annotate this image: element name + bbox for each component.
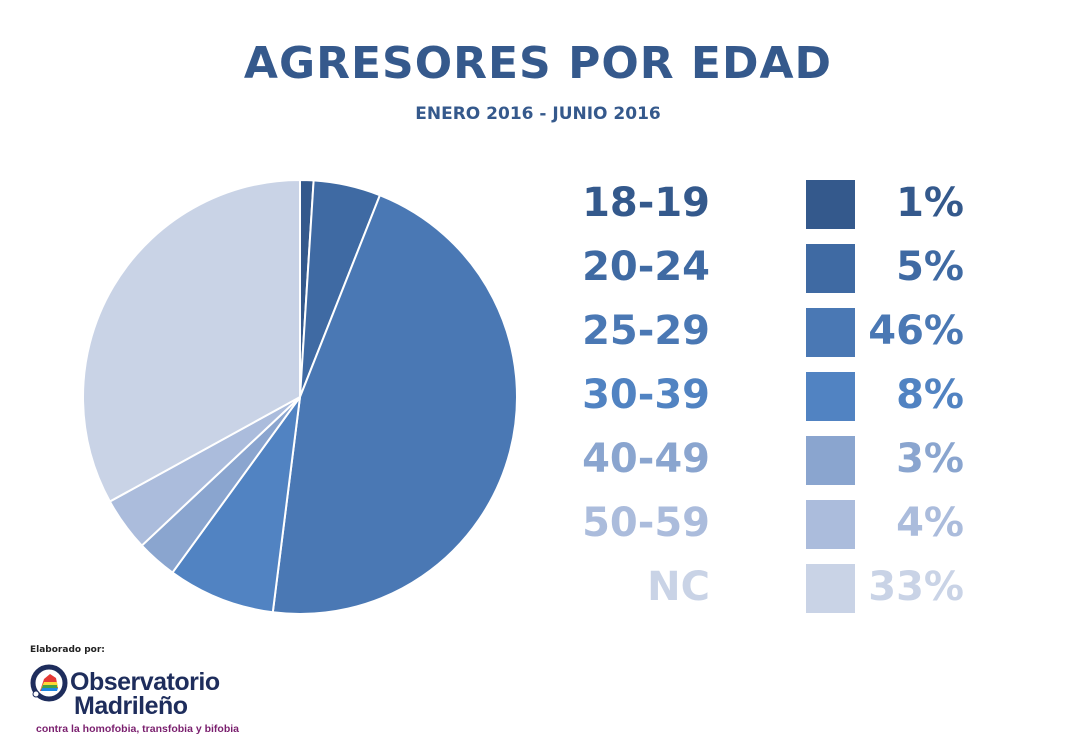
legend-label: 30-39 [582, 372, 710, 418]
legend-label: 50-59 [582, 500, 710, 546]
legend-item-18-19: 18-19 1% [582, 177, 980, 241]
globe-rainbow-icon [30, 664, 68, 702]
legend-value: 8% [896, 372, 964, 418]
chart-title: AGRESORES POR EDAD [243, 38, 833, 89]
legend-label: 40-49 [582, 436, 710, 482]
legend-value: 33% [868, 564, 964, 610]
observatorio-logo: Observatorio Madrileño contra la homofob… [30, 660, 250, 740]
legend-label: 25-29 [582, 308, 710, 354]
legend-value: 4% [896, 500, 964, 546]
legend-swatch [806, 308, 855, 357]
legend-swatch [806, 244, 855, 293]
pie-slice-25-29 [271, 193, 518, 615]
logo-line2: Madrileño [74, 692, 188, 720]
legend-value: 3% [896, 436, 964, 482]
legend-swatch [806, 372, 855, 421]
legend-label: 18-19 [582, 180, 710, 226]
legend-swatch [806, 564, 855, 613]
logo-tagline: contra la homofobia, transfobia y bifobi… [36, 723, 240, 735]
credit-caption: Elaborado por: [30, 645, 105, 655]
legend-item-25-29: 25-29 46% [582, 305, 980, 369]
legend-item-40-49: 40-49 3% [582, 433, 980, 497]
legend-swatch [806, 436, 855, 485]
legend-label: NC [647, 564, 710, 610]
legend-item-50-59: 50-59 4% [582, 497, 980, 561]
legend-item-nc: NC 33% [620, 561, 980, 625]
legend: 18-19 1% 20-24 5% 25-29 46% 30-39 8% 40-49 3% 50-5… [582, 177, 980, 625]
legend-item-30-39: 30-39 8% [582, 369, 980, 433]
legend-item-20-24: 20-24 5% [582, 241, 980, 305]
legend-value: 5% [896, 244, 964, 290]
legend-label: 20-24 [582, 244, 710, 290]
pie-slice-30-39 [171, 396, 301, 614]
chart-subtitle: ENERO 2016 - JUNIO 2016 [415, 104, 661, 124]
pie-slice-nc [81, 178, 301, 503]
logo-line1: Observatorio [70, 668, 220, 696]
legend-swatch [806, 180, 855, 229]
legend-value: 46% [868, 308, 964, 354]
legend-swatch [806, 500, 855, 549]
legend-value: 1% [896, 180, 964, 226]
